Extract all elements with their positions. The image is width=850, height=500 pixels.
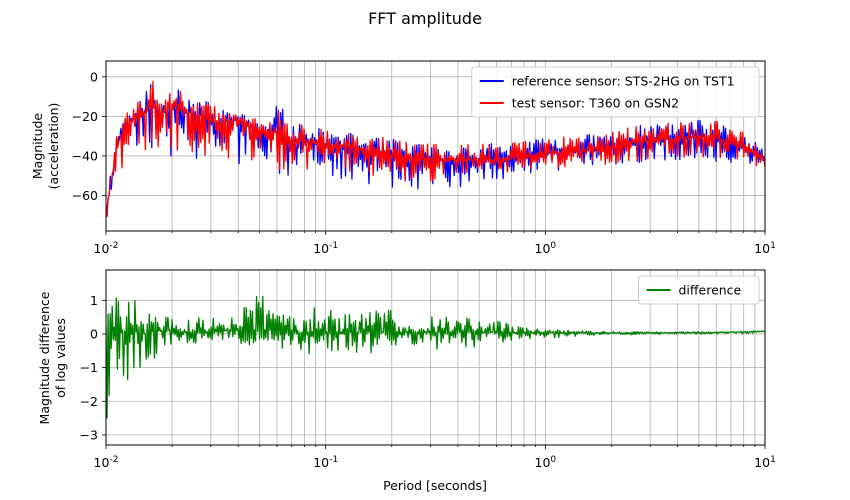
difference-series-difference (106, 295, 765, 419)
amplitude-series-group (106, 80, 765, 218)
difference-legend-label: difference (679, 283, 742, 298)
difference-ytick-label: −1 (80, 360, 98, 375)
amplitude-ytick-label: −20 (72, 109, 98, 124)
amplitude-series-test (106, 80, 765, 218)
difference-xlabel: Period [seconds] (383, 478, 487, 493)
amplitude-xtick-label: 10-1 (313, 241, 338, 256)
difference-ytick-label: −3 (80, 427, 98, 442)
amplitude-ylabel-line1: Magnitude (30, 113, 45, 180)
amplitude-ytick-label: −60 (72, 188, 98, 203)
difference-ylabel-line2: of log values (53, 318, 68, 398)
difference-legend: difference (638, 275, 760, 305)
difference-ytick-label: 0 (90, 326, 98, 341)
amplitude-xtick-label: 101 (754, 241, 776, 256)
difference-xtick-label: 10-2 (94, 455, 119, 470)
difference-xtick-label: 100 (535, 455, 557, 470)
amplitude-legend: reference sensor: STS-2HG on TST1 test se… (471, 66, 760, 118)
amplitude-legend-box (471, 66, 760, 118)
amplitude-legend-label: test sensor: T360 on GSN2 (512, 96, 679, 111)
difference-ylabel-line1: Magnitude difference (37, 291, 52, 424)
difference-plot: Magnitude difference of log values Perio… (37, 269, 776, 493)
amplitude-ytick-label: −40 (72, 148, 98, 163)
amplitude-frame (105, 60, 766, 232)
amplitude-xtick-label: 10-2 (94, 241, 119, 256)
amplitude-legend-label: reference sensor: STS-2HG on TST1 (512, 74, 735, 89)
figure-title: FFT amplitude (368, 9, 482, 28)
difference-xtick-label: 10-1 (313, 455, 338, 470)
amplitude-xtick-label: 100 (535, 241, 557, 256)
difference-frame (105, 269, 766, 446)
difference-legend-box (638, 275, 760, 305)
amplitude-ylabel-line2: (acceleration) (46, 103, 61, 190)
difference-ytick-label: −2 (80, 394, 98, 409)
difference-xtick-label: 101 (754, 455, 776, 470)
amplitude-ytick-label: 0 (90, 69, 98, 84)
difference-ytick-label: 1 (90, 293, 98, 308)
difference-series-group (106, 295, 765, 419)
amplitude-plot: Magnitude (acceleration) 10-2 10-1 100 101 0… (30, 60, 776, 256)
